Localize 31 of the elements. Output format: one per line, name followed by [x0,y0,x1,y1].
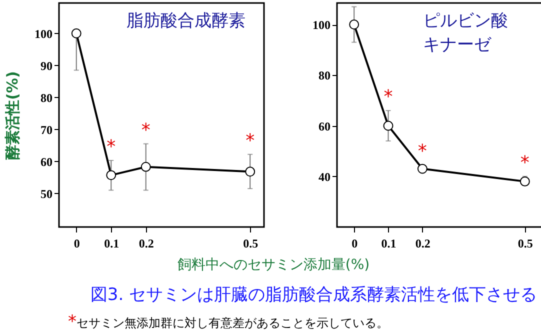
y-tick-label: 40 [318,170,330,184]
text: キナーゼ [423,35,492,55]
annotation: * [246,130,255,152]
text: *セサミン無添加群に対し有意差があることを示している。 [68,312,390,332]
y-tick-label: 100 [312,18,330,32]
x-tick-label: 0.5 [518,236,533,250]
y-tick-label: 60 [40,154,52,169]
x-tick-label: 0 [352,236,358,250]
annotation: * [106,136,116,158]
annotation: * [141,120,150,141]
y-tick-label: 50 [40,186,52,201]
y-tick-label: 90 [40,58,52,73]
annotation: * [418,140,427,162]
y-tick-label: 60 [318,119,330,134]
caption: 図3. セサミンは肝臓の脂肪酸合成系酵素活性を低下させる [89,284,538,306]
x-tick-label: 0.5 [243,236,258,250]
annotation: * [384,86,393,108]
text: ピルビン酸 [423,11,508,31]
x-tick-label: 0.2 [138,236,154,250]
x-tick-label: 0 [74,236,80,250]
x-axis-title: 飼料中へのセサミン添加量(%) [177,256,370,273]
y-tick-label: 80 [318,68,330,83]
x-tick-label: 0.1 [381,236,396,250]
y-axis-title: 酵素活性(%) [4,71,22,160]
annotation: * [520,152,530,174]
x-tick-label: 0.1 [104,236,120,250]
y-tick-label: 80 [40,90,52,105]
text: 脂肪酸合成酵素 [126,11,246,31]
x-tick-label: 0.2 [415,236,430,250]
y-tick-label: 70 [40,122,52,137]
y-tick-label: 100 [34,26,52,41]
